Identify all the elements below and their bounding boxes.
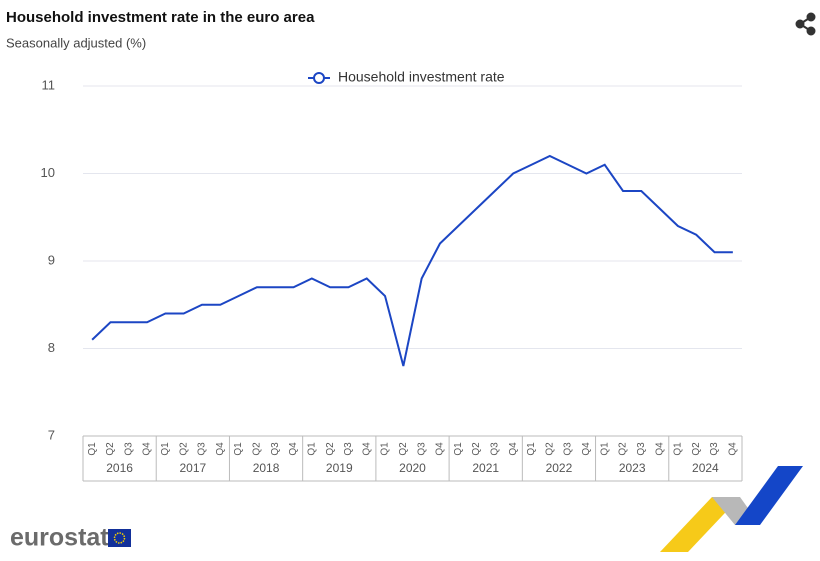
x-tick-label: Q3 (123, 442, 134, 456)
x-tick-label: Q2 (471, 442, 482, 456)
x-tick-label: Q3 (490, 442, 501, 456)
x-tick-label: Q4 (581, 442, 592, 456)
x-tick-label: Q2 (178, 442, 189, 456)
y-tick-label: 11 (42, 77, 56, 92)
data-line (91, 154, 733, 367)
x-tick-label: Q4 (508, 442, 519, 456)
legend-marker (313, 72, 325, 84)
year-label: 2020 (399, 461, 426, 475)
x-tick-label: Q2 (691, 442, 702, 456)
x-tick-label: Q4 (654, 442, 665, 456)
x-tick-label: Q2 (618, 442, 629, 456)
x-tick-label: Q1 (526, 442, 537, 456)
legend-label: Household investment rate (338, 69, 505, 85)
share-icon[interactable] (795, 12, 816, 36)
x-tick-label: Q4 (142, 442, 153, 456)
x-tick-label: Q1 (599, 442, 610, 456)
x-tick-label: Q3 (343, 442, 354, 456)
x-tick-label: Q1 (380, 442, 391, 456)
x-tick-label: Q2 (325, 442, 336, 456)
x-tick-label: Q3 (270, 442, 281, 456)
year-label: 2024 (692, 461, 719, 475)
x-tick-label: Q3 (709, 442, 720, 456)
x-tick-label: Q3 (636, 442, 647, 456)
year-label: 2017 (179, 461, 206, 475)
y-tick-label: 10 (41, 165, 55, 180)
x-tick-label: Q1 (453, 442, 464, 456)
logo-text: eurostat (10, 524, 109, 552)
year-label: 2023 (619, 461, 646, 475)
year-label: 2022 (546, 461, 573, 475)
x-tick-label: Q1 (233, 442, 244, 456)
x-tick-label: Q2 (252, 442, 263, 456)
y-tick-label: 7 (48, 427, 55, 442)
x-tick-label: Q1 (306, 442, 317, 456)
y-tick-label: 9 (48, 252, 55, 267)
x-tick-label: Q1 (87, 442, 98, 456)
x-tick-label: Q1 (160, 442, 171, 456)
x-tick-label: Q2 (544, 442, 555, 456)
x-tick-label: Q3 (416, 442, 427, 456)
x-tick-label: Q3 (197, 442, 208, 456)
year-label: 2016 (106, 461, 133, 475)
x-tick-label: Q3 (563, 442, 574, 456)
chart-title: Household investment rate in the euro ar… (6, 9, 315, 26)
x-tick-label: Q4 (361, 442, 372, 456)
ribbon-decoration (660, 466, 803, 552)
year-label: 2018 (253, 461, 280, 475)
x-tick-label: Q4 (288, 442, 299, 456)
x-tick-label: Q4 (727, 442, 738, 456)
x-tick-label: Q4 (215, 442, 226, 456)
x-tick-label: Q2 (398, 442, 409, 456)
x-tick-label: Q4 (435, 442, 446, 456)
x-tick-label: Q2 (105, 442, 116, 456)
eu-flag (108, 529, 131, 547)
year-label: 2019 (326, 461, 353, 475)
year-label: 2021 (472, 461, 499, 475)
chart-subtitle: Seasonally adjusted (%) (6, 35, 146, 50)
x-tick-label: Q1 (673, 442, 684, 456)
y-tick-label: 8 (48, 340, 55, 355)
